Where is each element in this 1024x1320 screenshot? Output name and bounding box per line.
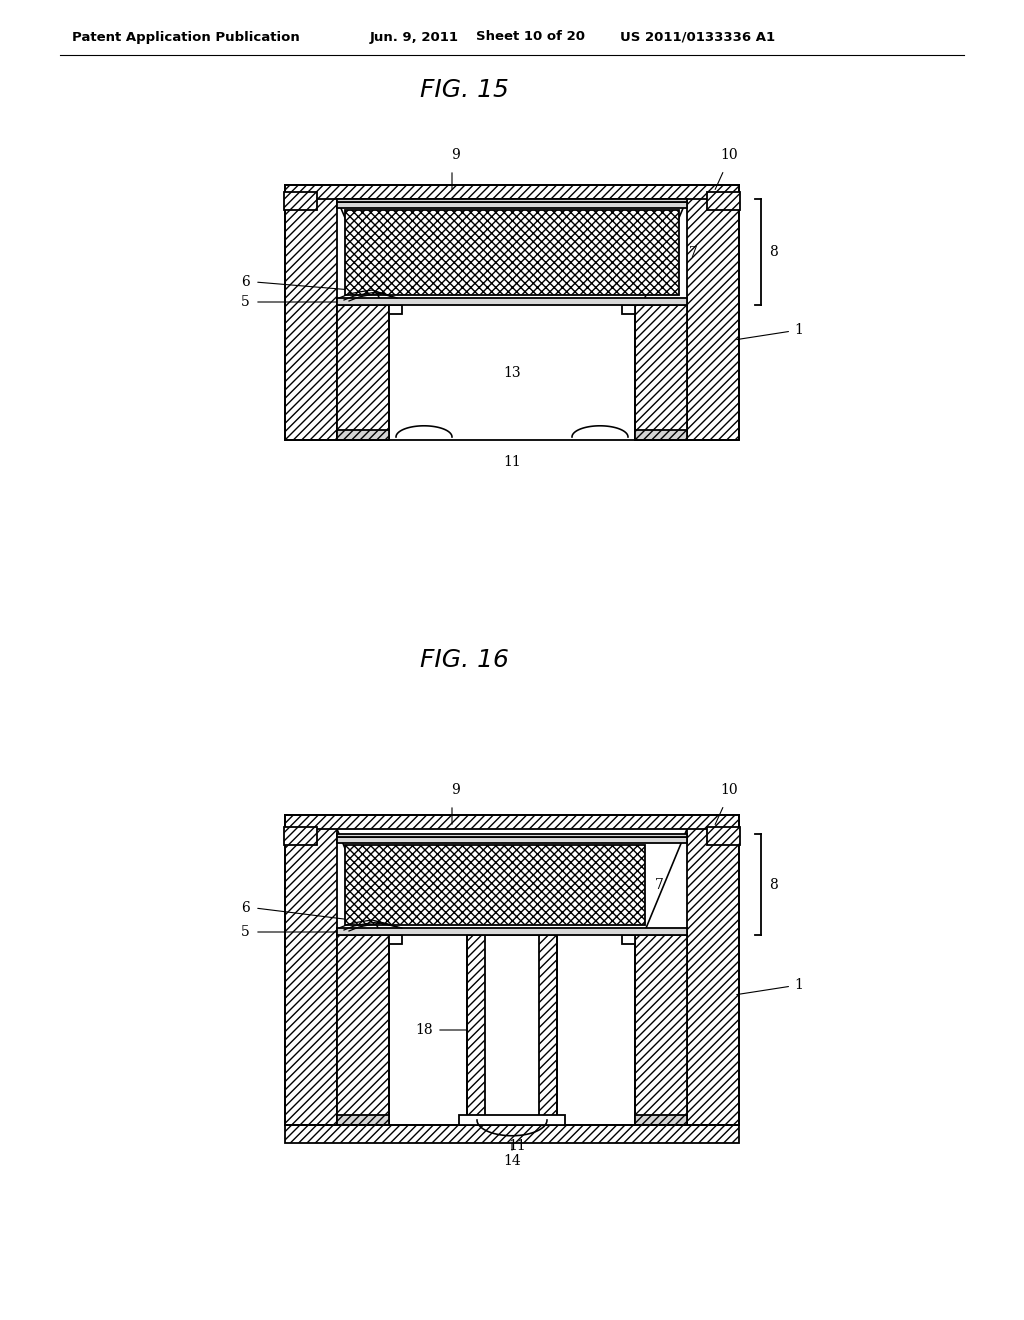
Text: 7: 7	[655, 878, 664, 892]
Bar	[635, 305, 687, 440]
Text: Patent Application Publication: Patent Application Publication	[72, 30, 300, 44]
Text: 6: 6	[242, 902, 250, 915]
Bar	[389, 935, 467, 1125]
Bar	[285, 814, 337, 1125]
Text: FIG. 15: FIG. 15	[420, 78, 509, 102]
Bar	[467, 935, 485, 1125]
Bar	[337, 199, 687, 202]
Bar	[337, 935, 389, 1125]
Bar	[285, 1125, 739, 1143]
Bar	[707, 191, 740, 210]
Bar	[337, 814, 687, 1125]
Text: 6: 6	[242, 275, 250, 289]
Bar	[337, 305, 389, 440]
Bar	[389, 305, 635, 440]
Bar	[285, 185, 739, 440]
Bar	[337, 834, 687, 837]
Text: 11: 11	[508, 1139, 526, 1152]
Bar	[622, 935, 635, 944]
Text: 7: 7	[689, 246, 698, 260]
Bar	[635, 430, 687, 440]
Text: 14: 14	[503, 1154, 521, 1168]
Text: 5: 5	[242, 925, 250, 939]
Bar	[337, 928, 687, 935]
Bar	[707, 828, 740, 845]
Bar	[337, 202, 687, 209]
Bar	[635, 935, 687, 1125]
Bar	[285, 814, 739, 829]
Text: Jun. 9, 2011: Jun. 9, 2011	[370, 30, 459, 44]
Text: 13: 13	[503, 366, 521, 380]
Bar	[622, 305, 635, 314]
Bar	[285, 185, 739, 199]
Bar	[284, 191, 317, 210]
Text: 9: 9	[451, 148, 460, 162]
Bar	[337, 298, 687, 305]
Text: 18: 18	[416, 1023, 433, 1038]
Bar	[467, 935, 557, 1125]
Text: Sheet 10 of 20: Sheet 10 of 20	[476, 30, 585, 44]
Bar	[285, 814, 739, 1125]
Text: 10: 10	[720, 148, 738, 162]
Bar	[557, 935, 635, 1125]
Text: 8: 8	[769, 878, 778, 892]
Bar	[389, 305, 402, 314]
Bar	[635, 1115, 687, 1125]
Bar	[687, 185, 739, 440]
Bar	[337, 430, 389, 440]
Bar	[345, 210, 679, 294]
Bar	[459, 1115, 565, 1125]
Bar	[485, 935, 539, 1125]
Text: 8: 8	[769, 246, 778, 259]
Bar	[389, 935, 402, 944]
Text: US 2011/0133336 A1: US 2011/0133336 A1	[620, 30, 775, 44]
Text: 10: 10	[720, 783, 738, 797]
Text: 1: 1	[736, 323, 803, 339]
Bar	[337, 185, 687, 440]
Bar	[285, 185, 337, 440]
Bar	[284, 828, 317, 845]
Bar	[687, 814, 739, 1125]
Text: 5: 5	[242, 294, 250, 309]
Text: FIG. 16: FIG. 16	[420, 648, 509, 672]
Text: 9: 9	[451, 783, 460, 797]
Bar	[337, 1115, 389, 1125]
Bar	[539, 935, 557, 1125]
Bar	[337, 837, 687, 843]
Text: 1: 1	[736, 978, 803, 994]
Text: 11: 11	[503, 455, 521, 469]
Bar	[345, 845, 645, 925]
